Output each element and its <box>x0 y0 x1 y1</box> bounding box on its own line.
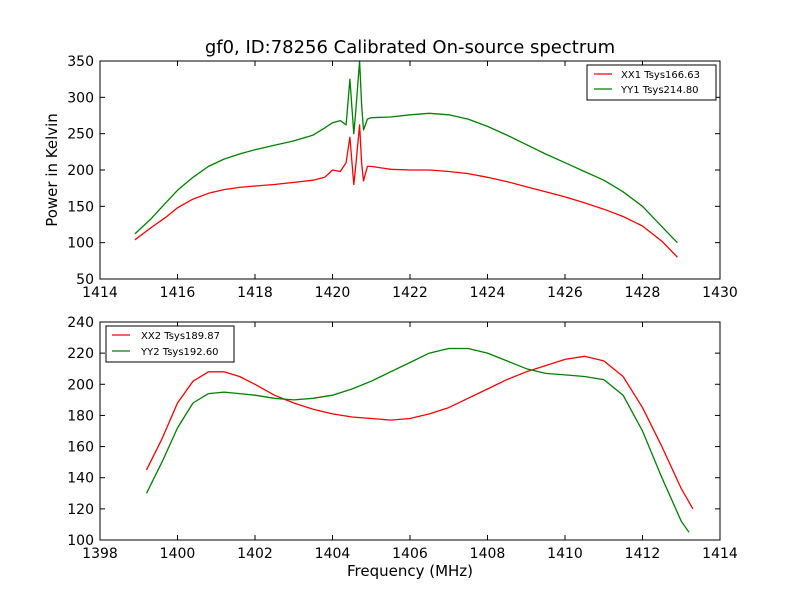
bottom-plot-frame <box>99 321 721 541</box>
x-tick-label: 1420 <box>315 285 351 301</box>
x-tick-label: 1402 <box>237 546 273 562</box>
y-tick-label: 200 <box>67 377 94 393</box>
x-tick-label: 1430 <box>702 285 738 301</box>
series-line-bottom-1 <box>145 355 694 510</box>
x-tick-label: 1404 <box>315 546 351 562</box>
bottom-chart: Frequency (MHz) 1398 1400 1402 1404 1406 1408… <box>67 315 738 580</box>
y-tick-label: 250 <box>67 127 94 143</box>
top-chart: gf0, ID:78256 Calibrated On-source spect… <box>43 37 738 301</box>
x-tick-label: 1410 <box>547 546 583 562</box>
x-tick-label: 1418 <box>237 285 273 301</box>
y-tick-label: 160 <box>67 440 94 456</box>
top-y-axis-label: Power in Kelvin <box>43 113 61 227</box>
y-tick-label: 220 <box>67 346 94 362</box>
x-tick-label: 1424 <box>470 285 506 301</box>
y-tick-label: 180 <box>67 408 94 424</box>
y-tick-label: 50 <box>76 272 94 288</box>
series-line-top-1 <box>134 124 678 258</box>
y-tick-label: 200 <box>67 163 94 179</box>
x-tick-label: 1406 <box>392 546 428 562</box>
top-series-lines <box>134 60 678 258</box>
y-tick-label: 120 <box>67 502 94 518</box>
x-tick-label: 1412 <box>625 546 661 562</box>
y-tick-label: 140 <box>67 471 94 487</box>
y-tick-label: 350 <box>67 54 94 70</box>
y-tick-label: 150 <box>67 199 94 215</box>
y-tick-label: 300 <box>67 90 94 106</box>
x-tick-label: 1428 <box>625 285 661 301</box>
series-line-top-2 <box>134 60 678 244</box>
top-legend-box <box>586 64 717 101</box>
y-tick-label: 100 <box>67 236 94 252</box>
y-tick-label: 240 <box>67 315 94 331</box>
x-tick-label: 1426 <box>547 285 583 301</box>
x-tick-label: 1416 <box>160 285 196 301</box>
x-tick-label: 1400 <box>160 546 196 562</box>
x-tick-label: 1398 <box>82 546 118 562</box>
top-ticks: 1414 1416 1418 1420 1422 1424 1426 1428 1430 50 10… <box>67 54 738 301</box>
bottom-legend: XX2 Tsys189.87 YY2 Tsys192.60 <box>105 325 235 363</box>
top-plot-frame <box>99 60 721 280</box>
chart-title: gf0, ID:78256 Calibrated On-source spect… <box>205 37 615 58</box>
top-legend: XX1 Tsys166.63 YY1 Tsys214.80 <box>586 64 717 101</box>
x-tick-label: 1414 <box>82 285 118 301</box>
legend-label-xx2: XX2 Tsys189.87 <box>141 331 220 342</box>
y-tick-label: 100 <box>67 533 94 549</box>
legend-label-xx1: XX1 Tsys166.63 <box>621 70 700 81</box>
bottom-legend-box <box>105 325 235 363</box>
bottom-series-lines <box>145 347 694 533</box>
series-line-bottom-2 <box>145 347 690 533</box>
legend-label-yy1: YY1 Tsys214.80 <box>620 85 699 96</box>
x-tick-label: 1408 <box>470 546 506 562</box>
bottom-ticks: 1398 1400 1402 1404 1406 1408 1410 1412 1414 100 1… <box>67 315 738 562</box>
legend-label-yy2: YY2 Tsys192.60 <box>140 347 219 358</box>
x-tick-label: 1422 <box>392 285 428 301</box>
x-tick-label: 1414 <box>702 546 738 562</box>
bottom-x-axis-label: Frequency (MHz) <box>347 562 473 580</box>
